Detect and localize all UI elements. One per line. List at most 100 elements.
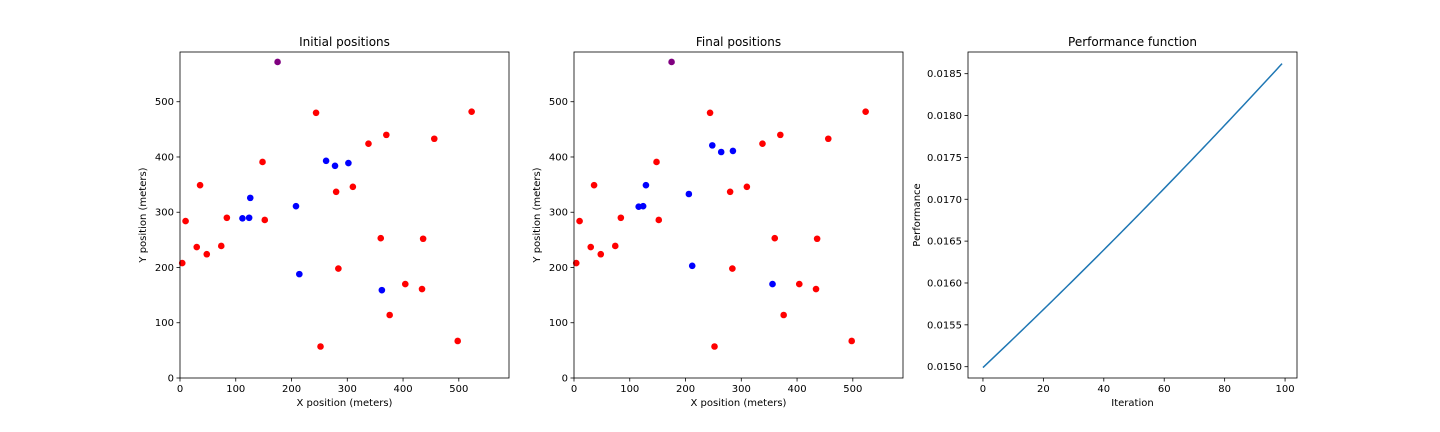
x-axis-label: X position (meters) [297,398,393,409]
x-tick-label: 40 [1097,384,1110,395]
data-point [331,162,339,170]
data-point [653,158,660,166]
data-point [642,181,650,189]
x-tick-label: 200 [282,384,301,395]
data-point [708,142,716,149]
data-point [795,280,803,288]
data-point [611,242,619,250]
data-point [217,242,225,250]
y-tick-label: 0.0170 [927,195,962,206]
data-point [378,286,386,294]
y-tick-label: 400 [155,152,174,163]
data-point [377,234,385,242]
y-tick-label: 0.0160 [927,278,962,289]
y-tick-label: 300 [549,208,568,219]
data-point [418,285,426,293]
axes-frame [573,51,904,379]
data-point [178,259,186,267]
data-point [813,235,821,243]
data-point [597,250,605,258]
x-tick-label: 0 [571,384,577,395]
chart-title: Performance function [1068,35,1197,49]
data-point [430,135,438,143]
x-tick-label: 60 [1158,384,1171,395]
y-tick-label: 0.0155 [927,320,962,331]
data-point [706,109,714,117]
data-point [182,217,189,225]
series-line [982,63,1283,369]
data-point [572,259,580,267]
x-tick-label: 0 [177,384,183,395]
data-point [759,140,766,148]
data-point [261,216,269,224]
data-point [322,157,330,165]
y-tick-label: 100 [549,318,568,329]
data-point [419,235,427,243]
x-tick-label: 100 [1276,384,1295,395]
chart-0: Initial positions 0 100 200 300 400 500 0 100 200… [138,35,510,409]
y-tick-label: 500 [155,97,174,108]
y-tick-label: 0 [562,374,568,385]
y-tick-label: 0 [168,374,174,385]
y-tick-label: 100 [155,318,174,329]
data-point [726,188,734,196]
axes-frame [179,51,510,379]
y-tick-label: 0.0180 [927,111,962,122]
data-point [274,58,281,66]
data-point [824,135,832,143]
chart-title: Initial positions [299,35,390,49]
x-tick-label: 200 [676,384,695,395]
x-tick-label: 300 [732,384,751,395]
data-point [743,183,751,191]
x-axis-label: Iteration [1111,398,1153,409]
data-point [193,243,201,251]
data-point [345,159,352,167]
y-tick-label: 200 [155,263,174,274]
chart-title: Final positions [696,35,781,49]
data-point [717,148,725,156]
x-tick-label: 100 [226,384,245,395]
chart-1: Final positions 0 100 200 300 400 500 0 100 200 30… [532,35,904,409]
x-tick-label: 500 [843,384,862,395]
data-point [332,188,340,196]
x-tick-label: 300 [338,384,357,395]
data-point [312,109,320,117]
data-point [777,131,784,139]
data-point [617,214,625,222]
x-tick-label: 0 [980,384,986,395]
data-point [296,270,303,278]
y-tick-label: 300 [155,208,174,219]
y-tick-label: 0.0185 [927,69,962,80]
data-point [292,202,300,210]
data-point [317,343,324,350]
x-tick-label: 400 [394,384,413,395]
data-point [386,311,393,319]
x-tick-label: 100 [620,384,639,395]
y-tick-label: 0.0150 [927,362,962,373]
data-point [780,311,787,319]
data-point [246,194,254,202]
x-axis-label: X position (meters) [691,398,787,409]
y-tick-label: 500 [549,97,568,108]
data-point [401,280,409,288]
data-point [259,158,266,166]
y-tick-label: 0.0165 [927,237,962,248]
x-tick-label: 500 [449,384,468,395]
y-axis-label: Y position (meters) [138,167,149,263]
data-point [688,262,696,270]
data-point [468,108,475,115]
data-point [576,217,583,225]
data-point [685,190,693,198]
data-point [196,181,204,189]
data-point [349,183,357,191]
data-point [590,181,598,189]
data-point [203,250,211,258]
data-point [711,343,718,350]
x-tick-label: 20 [1037,384,1050,395]
y-tick-label: 200 [549,263,568,274]
x-tick-label: 80 [1218,384,1231,395]
data-point [668,58,675,66]
y-axis-label: Y position (meters) [532,167,543,263]
x-tick-label: 400 [788,384,807,395]
